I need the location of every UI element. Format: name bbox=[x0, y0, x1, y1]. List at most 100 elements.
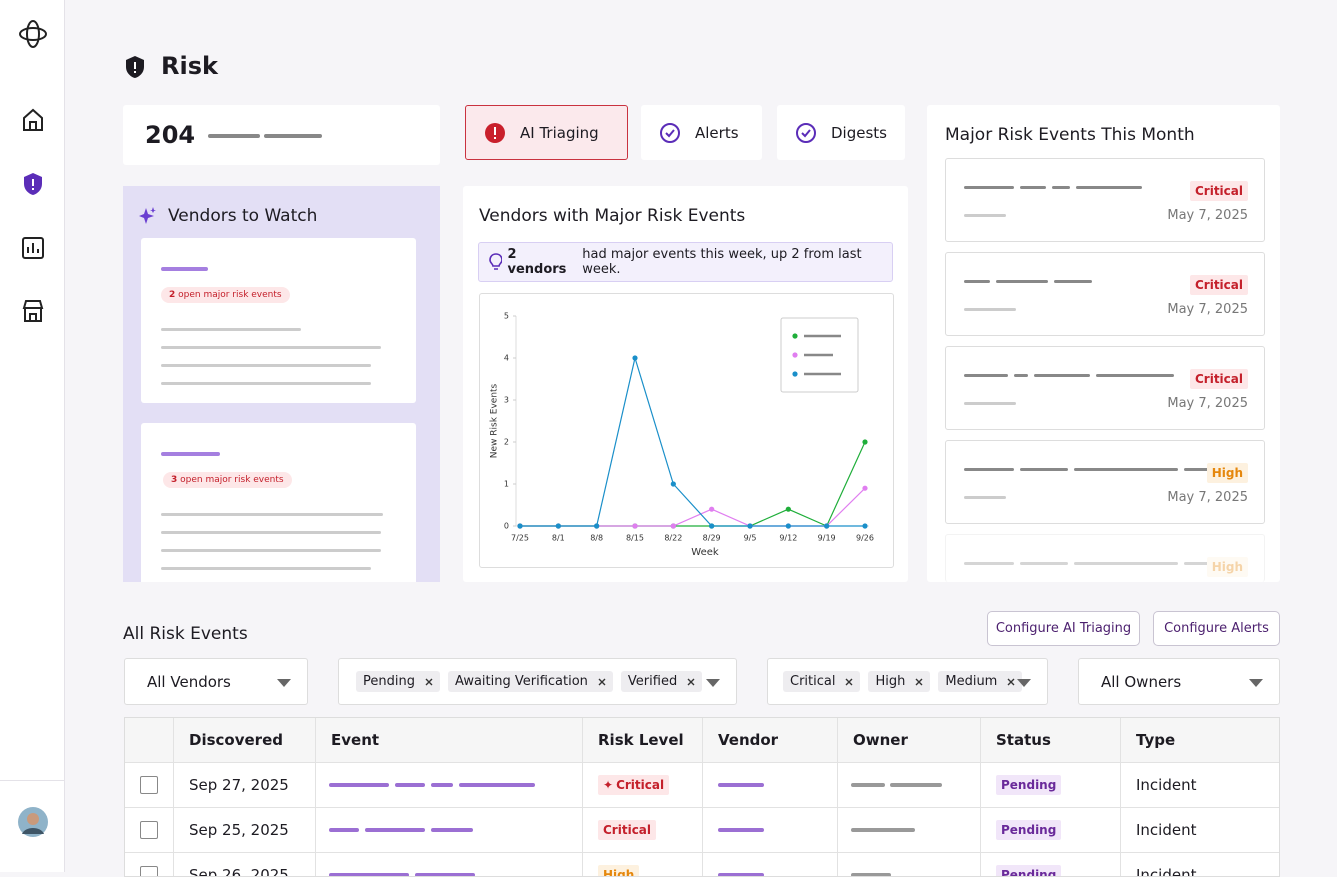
risk-badge: ✦ Critical bbox=[598, 775, 670, 795]
x-tick-label: 9/12 bbox=[779, 534, 797, 543]
sidebar bbox=[0, 0, 65, 872]
tab[interactable]: Alerts bbox=[641, 105, 762, 160]
button[interactable]: Configure AI Triaging bbox=[987, 611, 1140, 646]
status-cell: Pending bbox=[981, 853, 1121, 876]
summary-count: 204 bbox=[145, 121, 196, 149]
placeholder bbox=[161, 513, 383, 516]
placeholder bbox=[1076, 186, 1142, 189]
level-filter[interactable]: Critical High Medium bbox=[767, 658, 1048, 705]
divider bbox=[0, 780, 64, 781]
chip-label: Critical bbox=[790, 674, 836, 689]
type-cell: Incident bbox=[1121, 763, 1279, 808]
chip-remove[interactable] bbox=[425, 678, 433, 686]
select-cell bbox=[125, 853, 174, 876]
chip-remove[interactable] bbox=[1007, 678, 1015, 686]
discovered-cell: Sep 26, 2025 bbox=[174, 853, 316, 877]
event-card[interactable]: Critical May 7, 2025 bbox=[945, 346, 1265, 430]
placeholder bbox=[964, 402, 1016, 405]
home-icon[interactable] bbox=[21, 107, 45, 133]
filter-chip[interactable]: Pending bbox=[356, 671, 440, 692]
filter-value: All Owners bbox=[1101, 672, 1182, 691]
discovered-date: Sep 26, 2025 bbox=[189, 866, 289, 877]
type-cell: Incident bbox=[1121, 808, 1279, 853]
vendors-icon[interactable] bbox=[21, 299, 45, 323]
placeholder bbox=[1184, 468, 1210, 471]
legend-swatch bbox=[792, 352, 798, 358]
legend-swatch bbox=[792, 333, 798, 339]
tab-icon bbox=[660, 122, 680, 143]
remove-icon bbox=[425, 678, 433, 686]
data-point bbox=[555, 523, 561, 529]
vendor-filter[interactable]: All Vendors bbox=[124, 658, 308, 705]
event-card[interactable]: High bbox=[945, 534, 1265, 582]
checkbox[interactable] bbox=[140, 866, 158, 876]
status-filter[interactable]: Pending Awaiting Verification Verified bbox=[338, 658, 737, 705]
checkbox[interactable] bbox=[140, 776, 158, 794]
risk-badge: Critical bbox=[598, 820, 657, 840]
event-card[interactable]: High May 7, 2025 bbox=[945, 440, 1265, 524]
data-point bbox=[709, 523, 715, 529]
column-header: Vendor bbox=[703, 718, 838, 763]
event-card[interactable]: Critical May 7, 2025 bbox=[945, 252, 1265, 336]
line-chart: New Risk Events Week 0 1 2 3 4 5 7/25 8/1 8/8 8/1… bbox=[479, 293, 894, 568]
column-label: Vendor bbox=[718, 731, 779, 749]
event-date: May 7, 2025 bbox=[1167, 302, 1248, 317]
remove-icon bbox=[687, 678, 695, 686]
risk-level: Critical bbox=[616, 778, 665, 792]
event-card[interactable]: Critical May 7, 2025 bbox=[945, 158, 1265, 242]
checkbox[interactable] bbox=[140, 821, 158, 839]
risk-icon[interactable] bbox=[22, 171, 44, 197]
avatar[interactable] bbox=[18, 807, 48, 837]
filter-chip[interactable]: Awaiting Verification bbox=[447, 671, 613, 692]
data-point bbox=[709, 506, 715, 512]
placeholder bbox=[264, 134, 322, 138]
data-point bbox=[824, 523, 830, 529]
chip-remove[interactable] bbox=[687, 678, 695, 686]
event-date: May 7, 2025 bbox=[1167, 490, 1248, 505]
remove-icon bbox=[1007, 678, 1015, 686]
filter-chip[interactable]: Medium bbox=[938, 671, 1023, 692]
tab[interactable]: Digests bbox=[777, 105, 905, 160]
chip-label: Awaiting Verification bbox=[454, 674, 588, 689]
tab[interactable]: AI Triaging bbox=[465, 105, 628, 160]
filter-value: All Vendors bbox=[147, 672, 231, 691]
placeholder bbox=[1096, 374, 1174, 377]
chip-remove[interactable] bbox=[598, 678, 606, 686]
placeholder bbox=[208, 134, 260, 138]
vendor-card[interactable]: 2 open major risk events bbox=[141, 238, 416, 403]
legend-swatch bbox=[792, 371, 798, 377]
column-label: Event bbox=[331, 731, 380, 749]
risk-pill: 2 open major risk events bbox=[161, 287, 290, 303]
placeholder bbox=[1052, 186, 1070, 189]
owner-filter[interactable]: All Owners bbox=[1078, 658, 1280, 705]
placeholder bbox=[1054, 280, 1092, 283]
data-point bbox=[517, 523, 523, 529]
chip-remove[interactable] bbox=[845, 678, 853, 686]
placeholder bbox=[1074, 562, 1178, 565]
tab-icon bbox=[485, 122, 505, 143]
status-cell: Pending bbox=[981, 763, 1121, 808]
placeholder bbox=[161, 382, 371, 385]
reports-icon[interactable] bbox=[22, 237, 44, 259]
placeholder bbox=[996, 280, 1048, 283]
remove-icon bbox=[598, 678, 606, 686]
filter-chip[interactable]: High bbox=[868, 671, 931, 692]
placeholder bbox=[964, 468, 1014, 471]
data-point bbox=[862, 523, 868, 529]
filter-chip[interactable]: Critical bbox=[783, 671, 861, 692]
chip-remove[interactable] bbox=[915, 678, 923, 686]
chart-panel: Vendors with Major Risk Events 2 vendors… bbox=[463, 186, 908, 582]
status-badge: Pending bbox=[996, 865, 1062, 876]
owner-cell bbox=[838, 763, 981, 808]
vendor-card[interactable]: 3 open major risk events bbox=[141, 423, 416, 582]
placeholder bbox=[890, 783, 942, 787]
button[interactable]: Configure Alerts bbox=[1153, 611, 1280, 646]
x-tick-label: 8/8 bbox=[590, 534, 603, 543]
risk-badge: Critical bbox=[1189, 275, 1248, 295]
risk-text: open major risk events bbox=[178, 290, 282, 300]
filter-chip[interactable]: Verified bbox=[620, 671, 703, 692]
column-header: Owner bbox=[838, 718, 981, 763]
column-header: Status bbox=[981, 718, 1121, 763]
placeholder bbox=[459, 783, 535, 787]
placeholder bbox=[1020, 562, 1068, 565]
